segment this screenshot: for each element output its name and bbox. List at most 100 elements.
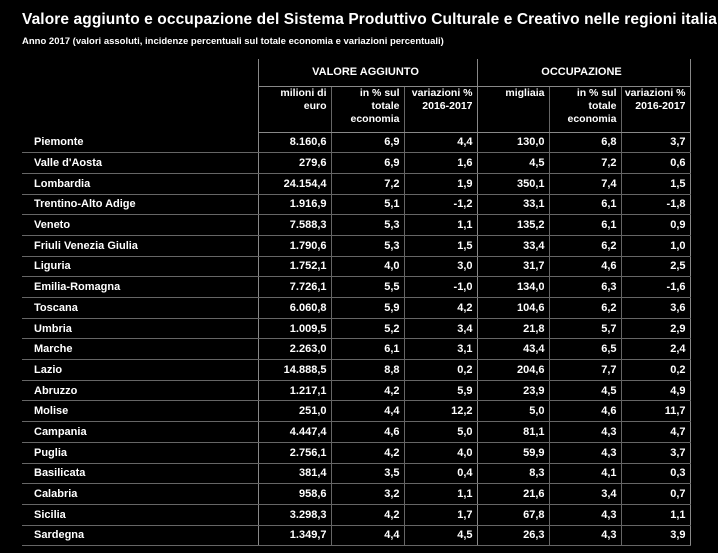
cell-va-abs: 8.160,6 bbox=[257, 132, 331, 154]
cell-region: Marche bbox=[22, 338, 258, 361]
cell-occ-pct: 6,5 bbox=[548, 338, 621, 361]
cell-occ-var: 3,9 bbox=[620, 525, 691, 547]
regional-table: VALORE AGGIUNTO OCCUPAZIONE milioni di e… bbox=[22, 59, 691, 547]
col-header-va-pct: in % sul totale economia bbox=[330, 86, 404, 133]
cell-va-pct: 3,5 bbox=[330, 463, 404, 485]
cell-occ-abs: 31,7 bbox=[476, 256, 549, 278]
cell-region: Friuli Venezia Giulia bbox=[22, 235, 258, 257]
col-header-va-var: variazioni % 2016-2017 bbox=[403, 86, 477, 133]
cell-occ-pct: 4,3 bbox=[548, 442, 621, 464]
cell-va-pct: 4,2 bbox=[330, 504, 404, 526]
cell-occ-abs: 26,3 bbox=[476, 525, 549, 547]
cell-occ-var: 4,9 bbox=[620, 380, 691, 402]
cell-va-abs: 1.217,1 bbox=[257, 380, 331, 402]
cell-region: Piemonte bbox=[22, 132, 258, 154]
cell-va-pct: 5,5 bbox=[330, 276, 404, 298]
col-header-occ-pct: in % sul totale economia bbox=[548, 86, 621, 133]
cell-occ-abs: 21,6 bbox=[476, 483, 549, 505]
cell-occ-pct: 4,6 bbox=[548, 400, 621, 423]
table-row: Lombardia 24.154,4 7,2 1,9 350,1 7,4 1,5 bbox=[22, 173, 691, 195]
cell-region: Molise bbox=[22, 400, 258, 423]
cell-va-abs: 6.060,8 bbox=[257, 297, 331, 319]
table-row: Marche 2.263,0 6,1 3,1 43,4 6,5 2,4 bbox=[22, 338, 691, 361]
cell-va-abs: 2.263,0 bbox=[257, 338, 331, 361]
cell-occ-abs: 81,1 bbox=[476, 421, 549, 443]
cell-occ-pct: 7,2 bbox=[548, 152, 621, 174]
cell-va-pct: 6,9 bbox=[330, 132, 404, 154]
page-subtitle: Anno 2017 (valori assoluti, incidenze pe… bbox=[22, 36, 444, 47]
cell-va-abs: 958,6 bbox=[257, 483, 331, 505]
cell-va-var: 4,5 bbox=[403, 525, 477, 547]
cell-va-abs: 279,6 bbox=[257, 152, 331, 174]
table-row: Sicilia 3.298,3 4,2 1,7 67,8 4,3 1,1 bbox=[22, 504, 691, 526]
col-header-va-abs: milioni di euro bbox=[257, 86, 331, 133]
cell-occ-abs: 5,0 bbox=[476, 400, 549, 423]
cell-occ-pct: 4,6 bbox=[548, 256, 621, 278]
table-row: Calabria 958,6 3,2 1,1 21,6 3,4 0,7 bbox=[22, 483, 691, 505]
cell-va-var: 1,9 bbox=[403, 173, 477, 195]
table-row: Umbria 1.009,5 5,2 3,4 21,8 5,7 2,9 bbox=[22, 318, 691, 340]
cell-va-pct: 4,4 bbox=[330, 400, 404, 423]
table-row: Campania 4.447,4 4,6 5,0 81,1 4,3 4,7 bbox=[22, 421, 691, 443]
cell-region: Valle d'Aosta bbox=[22, 152, 258, 174]
cell-region: Basilicata bbox=[22, 463, 258, 485]
col-header-occ-abs: migliaia bbox=[476, 86, 549, 133]
cell-occ-abs: 33,4 bbox=[476, 235, 549, 257]
cell-va-var: 1,5 bbox=[403, 235, 477, 257]
cell-va-var: 5,0 bbox=[403, 421, 477, 443]
cell-region: Veneto bbox=[22, 214, 258, 236]
cell-occ-pct: 7,7 bbox=[548, 359, 621, 381]
cell-va-pct: 7,2 bbox=[330, 173, 404, 195]
cell-occ-abs: 204,6 bbox=[476, 359, 549, 381]
table-row: Molise 251,0 4,4 12,2 5,0 4,6 11,7 bbox=[22, 400, 691, 423]
table-row: Basilicata 381,4 3,5 0,4 8,3 4,1 0,3 bbox=[22, 463, 691, 485]
table-row: Valle d'Aosta 279,6 6,9 1,6 4,5 7,2 0,6 bbox=[22, 152, 691, 174]
cell-va-var: 4,0 bbox=[403, 442, 477, 464]
cell-occ-abs: 4,5 bbox=[476, 152, 549, 174]
cell-region: Puglia bbox=[22, 442, 258, 464]
cell-occ-abs: 8,3 bbox=[476, 463, 549, 485]
cell-va-pct: 5,1 bbox=[330, 194, 404, 216]
cell-region: Abruzzo bbox=[22, 380, 258, 402]
cell-va-pct: 5,3 bbox=[330, 214, 404, 236]
cell-occ-abs: 104,6 bbox=[476, 297, 549, 319]
header-spacer bbox=[22, 86, 258, 132]
cell-va-pct: 6,1 bbox=[330, 338, 404, 361]
cell-va-var: 5,9 bbox=[403, 380, 477, 402]
cell-region: Lombardia bbox=[22, 173, 258, 195]
cell-occ-pct: 5,7 bbox=[548, 318, 621, 340]
cell-occ-abs: 67,8 bbox=[476, 504, 549, 526]
cell-occ-var: 0,9 bbox=[620, 214, 691, 236]
cell-va-pct: 5,3 bbox=[330, 235, 404, 257]
cell-va-pct: 4,2 bbox=[330, 380, 404, 402]
cell-va-abs: 24.154,4 bbox=[257, 173, 331, 195]
cell-occ-pct: 6,1 bbox=[548, 194, 621, 216]
cell-region: Toscana bbox=[22, 297, 258, 319]
cell-va-pct: 4,6 bbox=[330, 421, 404, 443]
cell-va-abs: 2.756,1 bbox=[257, 442, 331, 464]
table-row: Lazio 14.888,5 8,8 0,2 204,6 7,7 0,2 bbox=[22, 359, 691, 381]
cell-region: Sardegna bbox=[22, 525, 258, 547]
cell-occ-var: 2,4 bbox=[620, 338, 691, 361]
table-row: Piemonte 8.160,6 6,9 4,4 130,0 6,8 3,7 bbox=[22, 132, 691, 154]
cell-occ-abs: 33,1 bbox=[476, 194, 549, 216]
cell-occ-var: 3,7 bbox=[620, 442, 691, 464]
cell-occ-pct: 4,5 bbox=[548, 380, 621, 402]
cell-va-var: 3,0 bbox=[403, 256, 477, 278]
cell-occ-abs: 23,9 bbox=[476, 380, 549, 402]
table-row: Trentino-Alto Adige 1.916,9 5,1 -1,2 33,1 6,1… bbox=[22, 194, 691, 216]
cell-va-abs: 4.447,4 bbox=[257, 421, 331, 443]
cell-region: Trentino-Alto Adige bbox=[22, 194, 258, 216]
cell-region: Sicilia bbox=[22, 504, 258, 526]
group-header-valore-aggiunto: VALORE AGGIUNTO bbox=[257, 59, 477, 87]
cell-occ-abs: 43,4 bbox=[476, 338, 549, 361]
cell-occ-var: 0,3 bbox=[620, 463, 691, 485]
cell-va-abs: 1.009,5 bbox=[257, 318, 331, 340]
cell-va-pct: 5,9 bbox=[330, 297, 404, 319]
table-row: Puglia 2.756,1 4,2 4,0 59,9 4,3 3,7 bbox=[22, 442, 691, 464]
cell-occ-pct: 7,4 bbox=[548, 173, 621, 195]
cell-va-var: 3,4 bbox=[403, 318, 477, 340]
cell-occ-var: 0,7 bbox=[620, 483, 691, 505]
group-header-row: VALORE AGGIUNTO OCCUPAZIONE bbox=[22, 59, 691, 87]
